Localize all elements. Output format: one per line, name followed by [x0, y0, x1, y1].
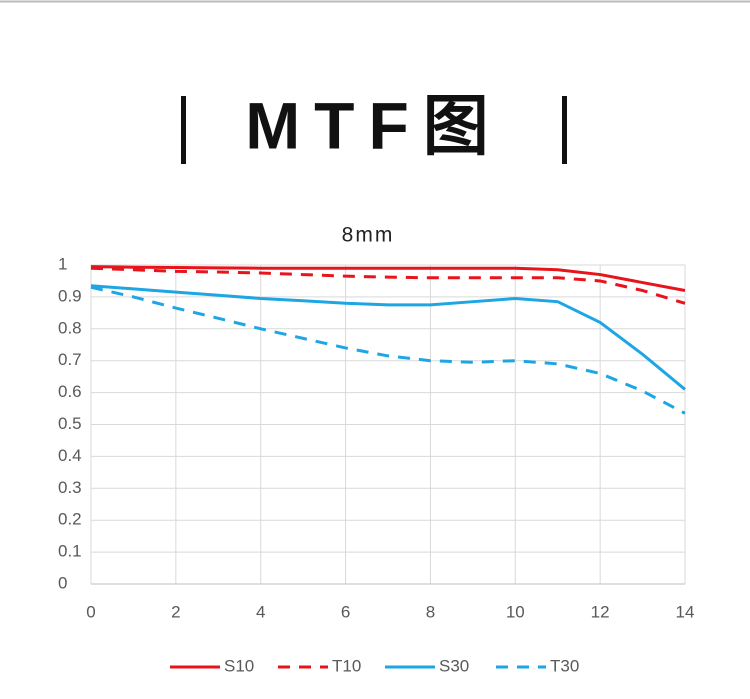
legend-label: T30	[550, 656, 579, 675]
y-tick-label: 0.9	[58, 286, 82, 305]
y-tick-label: 0.6	[58, 382, 82, 401]
x-tick-label: 10	[506, 602, 525, 621]
legend-label: T10	[332, 656, 361, 675]
y-tick-label: 1	[58, 254, 67, 273]
chart-title: 8mm	[342, 224, 395, 247]
y-tick-label: 0.5	[58, 414, 82, 433]
y-tick-label: 0.7	[58, 350, 82, 369]
x-tick-label: 6	[341, 602, 350, 621]
heading-bar	[181, 96, 186, 164]
y-tick-label: 0.8	[58, 318, 82, 337]
x-tick-label: 12	[591, 602, 610, 621]
y-tick-label: 0.1	[58, 542, 82, 561]
heading-bar	[562, 96, 567, 164]
y-tick-label: 0.4	[58, 446, 82, 465]
series-line	[90, 284, 686, 391]
y-tick-label: 0	[58, 573, 67, 592]
x-tick-label: 14	[676, 602, 695, 621]
legend-label: S10	[224, 656, 254, 675]
x-tick-label: 4	[256, 602, 265, 621]
series-line	[90, 266, 686, 305]
x-tick-label: 2	[171, 602, 180, 621]
series-line	[90, 285, 686, 415]
x-tick-label: 8	[426, 602, 435, 621]
y-tick-label: 0.2	[58, 510, 82, 529]
heading: MTF图	[245, 88, 503, 162]
series-line	[90, 265, 686, 292]
x-tick-label: 0	[86, 602, 95, 621]
legend-label: S30	[439, 656, 469, 675]
y-tick-label: 0.3	[58, 478, 82, 497]
